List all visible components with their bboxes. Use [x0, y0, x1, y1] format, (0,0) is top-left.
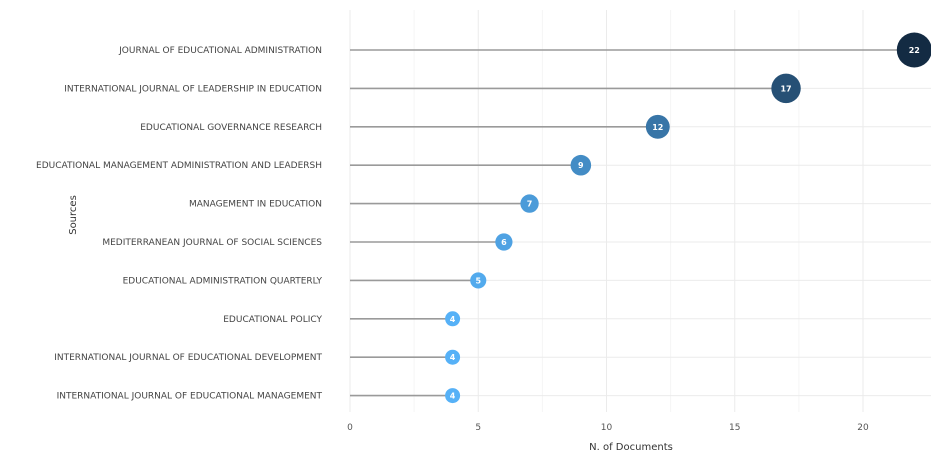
data-label: 4 — [450, 392, 456, 401]
lollipop-dot — [771, 73, 801, 104]
data-label: 5 — [475, 276, 481, 285]
lollipop-stems — [350, 49, 915, 397]
x-tick-label: 0 — [347, 423, 353, 433]
category-label: EDUCATIONAL GOVERNANCE RESEARCH — [140, 123, 322, 133]
category-label: EDUCATIONAL MANAGEMENT ADMINISTRATION AN… — [36, 161, 322, 171]
data-label: 4 — [450, 353, 456, 362]
data-label: 22 — [909, 46, 920, 55]
category-label: INTERNATIONAL JOURNAL OF LEADERSHIP IN E… — [64, 84, 322, 94]
category-label: INTERNATIONAL JOURNAL OF EDUCATIONAL DEV… — [54, 353, 322, 363]
lollipop-dot — [445, 311, 461, 327]
x-tick-label: 20 — [857, 423, 869, 433]
x-tick-label: 10 — [601, 423, 613, 433]
x-tick-label: 15 — [729, 423, 740, 433]
lollipop-dot — [445, 388, 461, 404]
lollipop-dot — [445, 349, 461, 365]
lollipop-dot — [896, 32, 931, 68]
lollipop-dot — [495, 233, 513, 251]
category-label: MANAGEMENT IN EDUCATION — [189, 200, 322, 210]
data-label: 17 — [780, 84, 791, 93]
data-label: 9 — [578, 161, 584, 170]
x-tick-label: 5 — [475, 423, 481, 433]
lollipop-dot — [645, 114, 670, 139]
x-axis-title: N. of Documents — [589, 442, 673, 453]
x-tick-labels: 0 5 10 15 20 — [347, 423, 869, 433]
lollipop-dot — [570, 154, 592, 176]
data-label: 7 — [527, 200, 533, 209]
data-label: 6 — [501, 238, 507, 247]
category-label: JOURNAL OF EDUCATIONAL ADMINISTRATION — [118, 46, 322, 56]
lollipop-dot — [520, 194, 539, 213]
lollipop-dots: 22 17 12 9 7 6 5 4 4 4 — [445, 32, 931, 404]
category-label: EDUCATIONAL ADMINISTRATION QUARTERLY — [123, 276, 323, 286]
grid — [349, 10, 931, 412]
category-label: EDUCATIONAL POLICY — [223, 315, 322, 325]
data-label: 12 — [652, 123, 663, 132]
data-label: 4 — [450, 315, 456, 324]
y-axis-title: Sources — [68, 195, 79, 235]
lollipop-dot — [470, 272, 487, 289]
category-label: INTERNATIONAL JOURNAL OF EDUCATIONAL MAN… — [57, 392, 323, 402]
category-labels: JOURNAL OF EDUCATIONAL ADMINISTRATION INT… — [36, 46, 322, 402]
category-label: MEDITERRANEAN JOURNAL OF SOCIAL SCIENCES — [102, 238, 322, 248]
